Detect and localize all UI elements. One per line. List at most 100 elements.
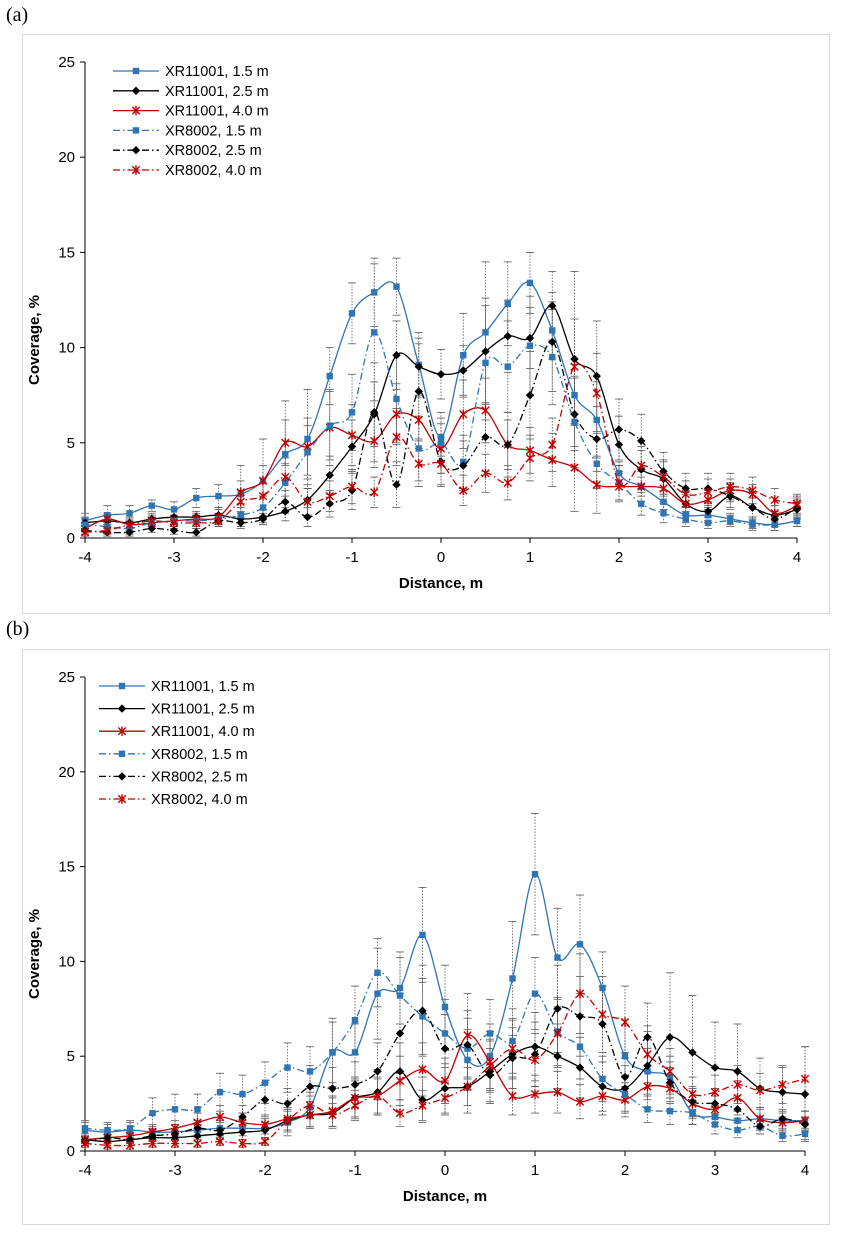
data-point (504, 363, 511, 370)
data-point (570, 361, 579, 372)
data-point (304, 435, 311, 443)
data-point (396, 984, 404, 992)
data-point (755, 1114, 765, 1124)
data-point (169, 518, 179, 528)
data-point (576, 1043, 584, 1050)
data-point (81, 521, 89, 528)
data-point (592, 388, 601, 398)
data-point (570, 462, 579, 473)
data-point (726, 481, 735, 492)
legend-entry: XR8002, 2.5 m (165, 143, 262, 159)
y-tick-label: 0 (67, 1143, 75, 1160)
data-point (126, 1125, 134, 1132)
data-point (530, 1089, 540, 1099)
x-tick-label: -3 (167, 549, 180, 566)
data-point (666, 1107, 674, 1115)
data-point (194, 1106, 201, 1113)
data-point (328, 1110, 337, 1120)
legend-entry: XR11001, 1.5 m (165, 64, 269, 80)
data-point (504, 300, 511, 308)
data-point (659, 467, 668, 476)
data-point (415, 445, 422, 452)
data-point (303, 497, 312, 507)
data-point (260, 1095, 270, 1105)
data-point (599, 984, 606, 992)
data-point (459, 409, 468, 419)
data-point (215, 492, 222, 500)
data-point (236, 487, 245, 498)
data-point (463, 1030, 472, 1041)
data-point (525, 391, 535, 400)
legend-entry: XR8002, 2.5 m (151, 769, 248, 785)
data-point (149, 1109, 156, 1117)
data-point (710, 1087, 720, 1097)
data-point (643, 1049, 652, 1060)
data-point (660, 498, 667, 506)
data-point (440, 1084, 450, 1093)
data-point (147, 516, 156, 526)
data-point (620, 1017, 630, 1027)
data-point (779, 1132, 786, 1140)
data-point (503, 331, 512, 341)
data-point (570, 410, 579, 419)
data-point (236, 497, 245, 507)
data-point (459, 366, 468, 375)
data-point (348, 310, 356, 317)
data-point (688, 1097, 697, 1106)
data-point (351, 1016, 359, 1024)
x-tick-label: -4 (78, 549, 91, 566)
data-point (148, 1138, 157, 1149)
data-point (526, 279, 534, 287)
data-point (260, 1119, 270, 1130)
data-point (192, 518, 201, 528)
data-point (260, 1136, 270, 1147)
data-point (350, 1080, 360, 1089)
data-point (530, 1042, 540, 1051)
data-point (575, 1012, 585, 1021)
data-point (281, 438, 290, 448)
y-tick-label: 25 (58, 54, 75, 71)
data-point (554, 954, 561, 961)
data-point (548, 455, 557, 465)
data-point (704, 519, 712, 526)
data-point (418, 1095, 427, 1105)
data-point (703, 487, 713, 498)
data-point (125, 519, 134, 530)
data-point (734, 1117, 741, 1124)
legend: XR11001, 1.5 m XR11001, 2.5 m XR11001, 4.0… (99, 679, 255, 808)
data-point (440, 1044, 450, 1053)
data-point (281, 472, 290, 482)
data-point (733, 1079, 742, 1090)
data-point (659, 472, 668, 482)
y-tick-label: 0 (67, 530, 75, 547)
data-point (170, 1138, 180, 1149)
x-tick-label: 3 (711, 1162, 719, 1179)
data-point (778, 1088, 787, 1097)
data-point (621, 1090, 629, 1098)
data-point (549, 327, 556, 334)
data-point (440, 1076, 450, 1086)
legend-entry: XR8002, 1.5 m (165, 123, 262, 139)
data-point (396, 992, 404, 999)
data-point (436, 370, 446, 379)
data-point (638, 500, 645, 507)
data-point (348, 409, 356, 416)
data-point (643, 1081, 652, 1092)
data-point (748, 503, 757, 512)
data-point (463, 1081, 472, 1092)
data-point (374, 990, 381, 997)
y-tick-label: 10 (58, 953, 75, 970)
legend-entry: XR8002, 4.0 m (165, 163, 262, 179)
x-tick-label: 0 (437, 549, 445, 566)
data-point (347, 430, 357, 440)
data-point (193, 494, 200, 502)
data-point (193, 1124, 202, 1133)
y-tick-label: 5 (67, 435, 75, 452)
data-point (593, 416, 600, 424)
x-axis-title: Distance, m (403, 1188, 487, 1205)
data-point (571, 392, 578, 399)
data-point (437, 433, 445, 441)
data-point (682, 511, 689, 519)
data-point (283, 1099, 292, 1108)
data-point (238, 1138, 247, 1149)
